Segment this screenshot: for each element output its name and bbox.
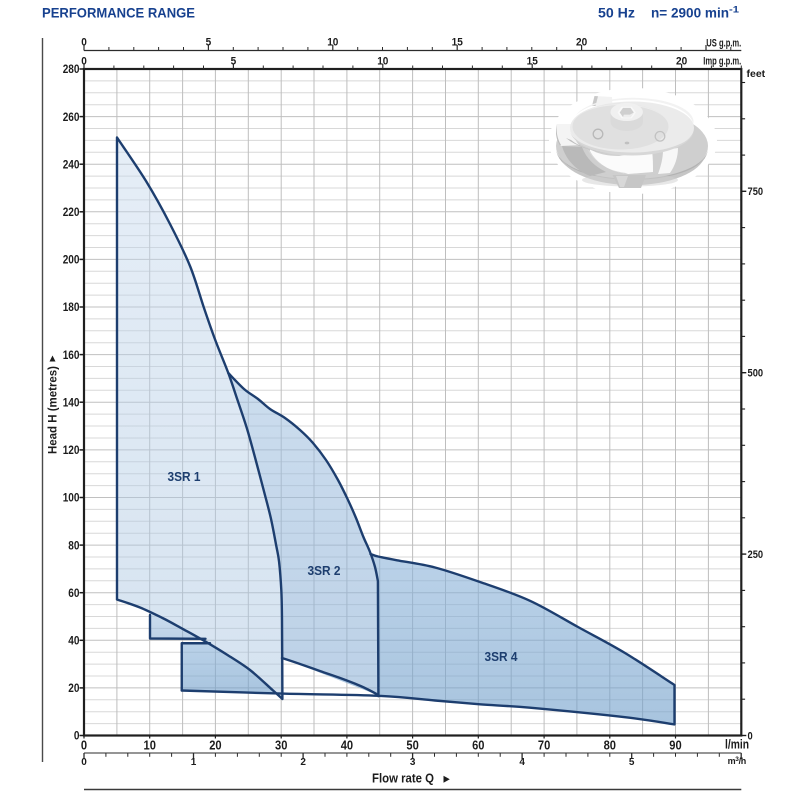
svg-text:20: 20 bbox=[209, 739, 221, 753]
svg-text:40: 40 bbox=[341, 739, 353, 753]
svg-text:60: 60 bbox=[472, 739, 484, 753]
svg-text:280: 280 bbox=[63, 62, 80, 76]
svg-text:0: 0 bbox=[81, 56, 87, 68]
svg-text:10: 10 bbox=[377, 56, 388, 68]
svg-text:20: 20 bbox=[676, 56, 687, 68]
svg-text:180: 180 bbox=[63, 300, 80, 314]
svg-text:60: 60 bbox=[68, 586, 79, 600]
svg-text:3SR 2: 3SR 2 bbox=[308, 563, 341, 578]
svg-text:40: 40 bbox=[68, 634, 79, 648]
svg-text:20: 20 bbox=[576, 37, 587, 49]
svg-text:15: 15 bbox=[452, 37, 463, 49]
svg-text:15: 15 bbox=[527, 56, 538, 68]
svg-text:10: 10 bbox=[144, 739, 156, 753]
svg-text:50 Hz: 50 Hz bbox=[598, 5, 635, 21]
svg-text:3SR 1: 3SR 1 bbox=[168, 469, 201, 484]
svg-text:20: 20 bbox=[68, 681, 79, 695]
svg-text:750: 750 bbox=[748, 186, 764, 198]
svg-text:0: 0 bbox=[81, 757, 87, 768]
svg-text:240: 240 bbox=[63, 157, 80, 171]
svg-text:80: 80 bbox=[68, 538, 79, 552]
svg-text:Imp g.p.m.: Imp g.p.m. bbox=[703, 56, 741, 68]
svg-text:m3/h: m3/h bbox=[728, 756, 746, 766]
svg-text:5: 5 bbox=[231, 56, 237, 68]
svg-text:10: 10 bbox=[327, 37, 338, 49]
svg-text:70: 70 bbox=[538, 739, 550, 753]
svg-text:l/min: l/min bbox=[725, 738, 749, 752]
svg-text:260: 260 bbox=[63, 110, 80, 124]
svg-text:3SR 4: 3SR 4 bbox=[485, 649, 519, 664]
svg-text:140: 140 bbox=[63, 395, 80, 409]
svg-text:3: 3 bbox=[410, 757, 416, 768]
svg-text:5: 5 bbox=[206, 37, 212, 49]
svg-text:200: 200 bbox=[63, 253, 80, 267]
svg-text:feet: feet bbox=[747, 68, 766, 80]
svg-text:0: 0 bbox=[748, 730, 753, 742]
svg-text:90: 90 bbox=[669, 739, 681, 753]
svg-text:0: 0 bbox=[74, 729, 80, 743]
svg-text:500: 500 bbox=[748, 368, 764, 380]
svg-text:US g.p.m.: US g.p.m. bbox=[706, 38, 741, 50]
svg-text:250: 250 bbox=[748, 549, 764, 561]
svg-text:30: 30 bbox=[275, 739, 287, 753]
svg-text:0: 0 bbox=[81, 739, 87, 753]
svg-text:5: 5 bbox=[629, 757, 635, 768]
svg-text:220: 220 bbox=[63, 205, 80, 219]
svg-text:80: 80 bbox=[604, 739, 616, 753]
svg-text:0: 0 bbox=[81, 37, 87, 49]
svg-text:Flow rate Q: Flow rate Q bbox=[372, 772, 434, 786]
svg-text:PERFORMANCE RANGE: PERFORMANCE RANGE bbox=[42, 5, 195, 21]
svg-text:1: 1 bbox=[191, 757, 197, 768]
svg-text:n= 2900 min-1: n= 2900 min-1 bbox=[651, 5, 739, 21]
svg-text:4: 4 bbox=[519, 757, 525, 768]
svg-text:Head H (metres): Head H (metres) bbox=[46, 366, 60, 454]
svg-text:100: 100 bbox=[63, 491, 80, 505]
svg-text:2: 2 bbox=[300, 757, 306, 768]
svg-text:160: 160 bbox=[63, 348, 80, 362]
svg-text:120: 120 bbox=[63, 443, 80, 457]
svg-text:50: 50 bbox=[406, 739, 418, 753]
